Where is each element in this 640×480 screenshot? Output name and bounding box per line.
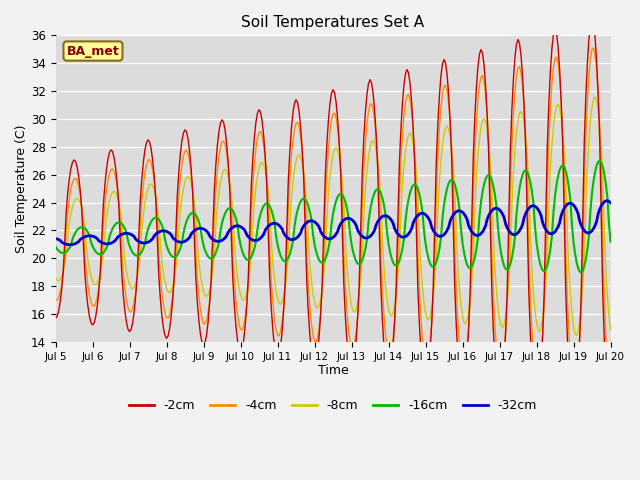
Y-axis label: Soil Temperature (C): Soil Temperature (C) (15, 124, 28, 253)
Text: BA_met: BA_met (67, 45, 119, 58)
X-axis label: Time: Time (317, 364, 348, 377)
Legend: -2cm, -4cm, -8cm, -16cm, -32cm: -2cm, -4cm, -8cm, -16cm, -32cm (124, 394, 542, 417)
Title: Soil Temperatures Set A: Soil Temperatures Set A (241, 15, 424, 30)
